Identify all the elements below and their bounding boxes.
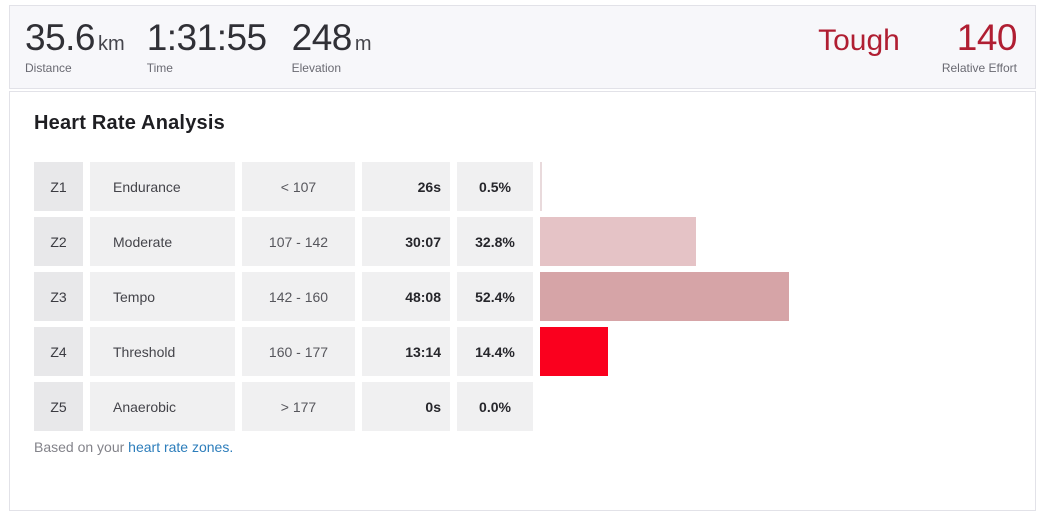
stat-time: 1:31:55 Time bbox=[146, 16, 270, 76]
zone-bar-track bbox=[540, 272, 1015, 321]
zone-name-cell: Anaerobic bbox=[90, 382, 235, 431]
zone-percent-cell: 0.0% bbox=[457, 382, 533, 431]
zone-bar bbox=[540, 217, 696, 266]
zone-range-cell: > 177 bbox=[242, 382, 355, 431]
relative-effort-group: Tough 140 Relative Effort bbox=[818, 16, 1018, 76]
heart-rate-zones-table: Z1 Endurance < 107 26s 0.5% Z2 Moderate … bbox=[34, 162, 1021, 431]
relative-effort-descriptor: Tough bbox=[818, 23, 900, 57]
heart-rate-footer: Based on your heart rate zones. bbox=[34, 439, 1021, 455]
footer-prefix-text: Based on your bbox=[34, 439, 129, 455]
zone-id-cell: Z3 bbox=[34, 272, 83, 321]
relative-effort-value: 140 bbox=[956, 16, 1018, 58]
zone-time-cell: 30:07 bbox=[362, 217, 450, 266]
distance-label: Distance bbox=[25, 61, 72, 76]
stat-elevation: 248 m Elevation bbox=[291, 16, 372, 76]
zone-bar-track bbox=[540, 162, 1015, 211]
distance-value: 35.6 bbox=[25, 16, 96, 58]
zone-percent-cell: 0.5% bbox=[457, 162, 533, 211]
zone-percent-cell: 52.4% bbox=[457, 272, 533, 321]
zone-id-cell: Z2 bbox=[34, 217, 83, 266]
zone-time-cell: 13:14 bbox=[362, 327, 450, 376]
zone-bar bbox=[540, 272, 789, 321]
distance-unit: km bbox=[98, 32, 125, 55]
relative-effort-label: Relative Effort bbox=[941, 61, 1017, 76]
time-value: 1:31:55 bbox=[146, 16, 267, 58]
zone-row-z3: Z3 Tempo 142 - 160 48:08 52.4% bbox=[34, 272, 1021, 321]
zone-row-z5: Z5 Anaerobic > 177 0s 0.0% bbox=[34, 382, 1021, 431]
zone-name-cell: Moderate bbox=[90, 217, 235, 266]
zone-id-cell: Z4 bbox=[34, 327, 83, 376]
zone-range-cell: < 107 bbox=[242, 162, 355, 211]
zone-bar-track bbox=[540, 327, 1015, 376]
zone-row-z1: Z1 Endurance < 107 26s 0.5% bbox=[34, 162, 1021, 211]
time-label: Time bbox=[146, 61, 173, 76]
heart-rate-zones-link[interactable]: heart rate zones. bbox=[128, 439, 234, 455]
zone-percent-cell: 14.4% bbox=[457, 327, 533, 376]
zone-time-cell: 48:08 bbox=[362, 272, 450, 321]
heart-rate-analysis-title: Heart Rate Analysis bbox=[34, 112, 225, 134]
elevation-unit: m bbox=[354, 32, 372, 55]
zone-range-cell: 107 - 142 bbox=[242, 217, 355, 266]
zone-time-cell: 26s bbox=[362, 162, 450, 211]
elevation-label: Elevation bbox=[291, 61, 342, 76]
stat-distance: 35.6 km Distance bbox=[25, 16, 125, 76]
zone-range-cell: 142 - 160 bbox=[242, 272, 355, 321]
elevation-value: 248 bbox=[291, 16, 353, 58]
activity-stats-bar: 35.6 km Distance 1:31:55 Time 248 m Elev… bbox=[9, 5, 1036, 89]
zone-bar-track bbox=[540, 217, 1015, 266]
zone-percent-cell: 32.8% bbox=[457, 217, 533, 266]
zone-time-cell: 0s bbox=[362, 382, 450, 431]
zone-bar bbox=[540, 327, 609, 376]
zone-row-z2: Z2 Moderate 107 - 142 30:07 32.8% bbox=[34, 217, 1021, 266]
zone-name-cell: Endurance bbox=[90, 162, 235, 211]
zone-id-cell: Z5 bbox=[34, 382, 83, 431]
zone-bar-track bbox=[540, 382, 1015, 431]
zone-row-z4: Z4 Threshold 160 - 177 13:14 14.4% bbox=[34, 327, 1021, 376]
zone-bar bbox=[540, 162, 543, 211]
zone-name-cell: Threshold bbox=[90, 327, 235, 376]
zone-name-cell: Tempo bbox=[90, 272, 235, 321]
zone-id-cell: Z1 bbox=[34, 162, 83, 211]
heart-rate-analysis-card: Heart Rate Analysis Z1 Endurance < 107 2… bbox=[9, 91, 1036, 511]
zone-range-cell: 160 - 177 bbox=[242, 327, 355, 376]
